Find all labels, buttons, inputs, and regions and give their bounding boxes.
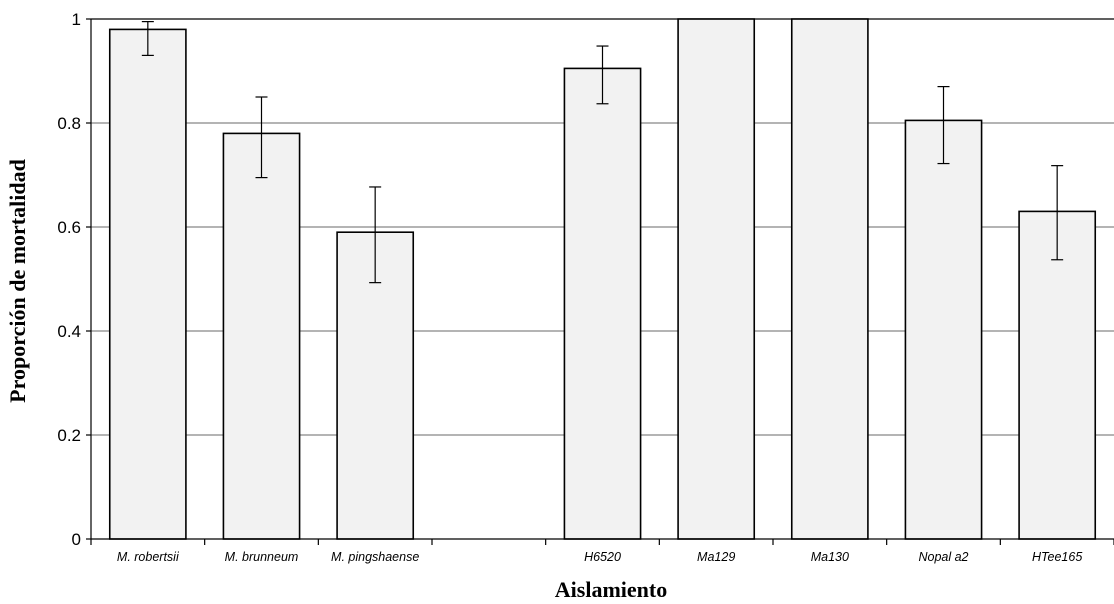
y-tick-label: 0.2 [57,426,81,445]
x-category-label: M. robertsii [117,550,180,564]
y-tick-labels: 0 0.2 0.4 0.6 0.8 1 [57,10,81,549]
y-axis-title: Proporción de mortalidad [5,159,30,403]
y-tick-label: 1 [72,10,81,29]
error-bars [141,21,1064,284]
bars [108,18,1097,540]
x-category-label: Ma130 [811,550,849,564]
x-category-label: Ma129 [697,550,735,564]
bar [222,132,301,540]
bar [1018,210,1097,540]
y-tick-label: 0 [72,530,81,549]
bar [677,18,756,540]
y-tick-label: 0.8 [57,114,81,133]
bar [790,18,869,540]
x-category-labels: M. robertsii M. brunneum M. pingshaense H65… [117,550,1082,564]
y-tick-label: 0.4 [57,322,81,341]
y-tick-label: 0.6 [57,218,81,237]
axes [86,18,1114,545]
x-category-label: HTee165 [1032,550,1082,564]
x-category-label: H6520 [584,550,621,564]
x-axis-title: Aislamiento [555,577,667,602]
bar [108,28,187,540]
x-category-label: M. brunneum [225,550,299,564]
x-category-label: Nopal a2 [918,550,968,564]
x-category-label: M. pingshaense [331,550,419,564]
bar [904,119,983,540]
bar [563,67,642,540]
